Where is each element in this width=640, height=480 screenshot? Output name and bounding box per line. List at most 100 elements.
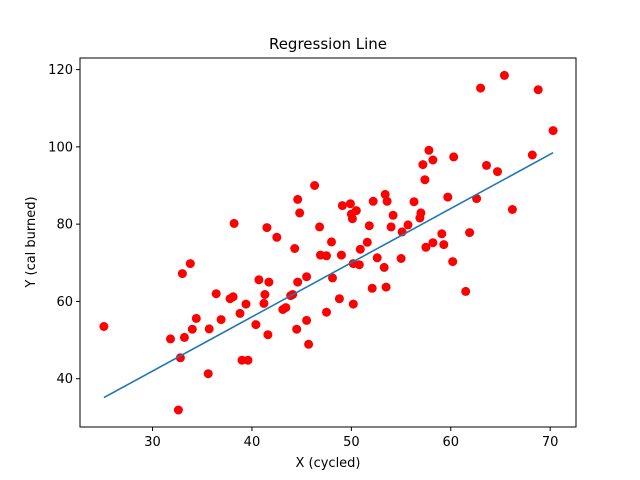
scatter-point bbox=[315, 222, 325, 232]
scatter-point bbox=[216, 315, 226, 325]
scatter-point bbox=[428, 238, 438, 248]
regression-line bbox=[103, 151, 554, 399]
y-tick-label: 80 bbox=[56, 218, 73, 233]
scatter-point bbox=[381, 282, 391, 292]
scatter-point bbox=[166, 334, 175, 344]
scatter-point bbox=[204, 324, 214, 334]
scatter-point bbox=[243, 355, 253, 365]
scatter-point bbox=[362, 237, 372, 247]
scatter-point bbox=[449, 152, 459, 162]
scatter-point bbox=[295, 208, 305, 218]
scatter-point bbox=[499, 70, 509, 80]
y-tick-label: 100 bbox=[48, 140, 73, 155]
scatter-point bbox=[443, 192, 453, 202]
scatter-point bbox=[354, 260, 364, 270]
scatter-point bbox=[290, 244, 300, 253]
y-tick-label: 120 bbox=[48, 63, 73, 78]
scatter-point bbox=[211, 289, 221, 299]
x-tick-label: 40 bbox=[244, 435, 261, 450]
scatter-point bbox=[367, 283, 377, 293]
x-tick-label: 60 bbox=[442, 435, 459, 450]
scatter-point bbox=[260, 290, 270, 299]
scatter-point bbox=[448, 257, 458, 267]
scatter-point bbox=[228, 292, 238, 302]
scatter-point bbox=[322, 251, 331, 261]
scatter-point bbox=[382, 196, 392, 206]
scatter-point bbox=[351, 206, 361, 216]
scatter-point bbox=[235, 308, 245, 318]
scatter-point bbox=[420, 175, 430, 185]
y-axis-title: Y (cal burned) bbox=[24, 196, 39, 288]
y-tick-label: 40 bbox=[56, 372, 73, 387]
scatter-point bbox=[493, 167, 502, 177]
scatter-point bbox=[336, 250, 346, 260]
scatter-point bbox=[272, 232, 282, 242]
scatter-point bbox=[304, 339, 314, 349]
scatter-point bbox=[364, 221, 374, 231]
scatter-point bbox=[185, 259, 195, 269]
y-tick-label: 60 bbox=[56, 295, 73, 310]
scatter-point bbox=[292, 324, 302, 334]
scatter-point bbox=[465, 228, 475, 238]
scatter-point bbox=[348, 299, 358, 309]
scatter-point bbox=[355, 244, 365, 254]
scatter-point bbox=[396, 254, 406, 263]
regression-line-group bbox=[103, 151, 554, 399]
scatter-point bbox=[388, 210, 398, 220]
plot-frame bbox=[79, 57, 577, 428]
scatter-point bbox=[262, 223, 272, 233]
x-tick-label: 50 bbox=[343, 435, 360, 450]
scatter-point bbox=[409, 197, 419, 207]
x-axis: 30 40 50 60 70 bbox=[144, 427, 558, 450]
scatter-point bbox=[327, 237, 336, 247]
scatter-point bbox=[302, 315, 312, 325]
scatter-point bbox=[421, 242, 431, 252]
chart-title: Regression Line bbox=[269, 35, 387, 53]
scatter-point bbox=[203, 369, 213, 379]
scatter-point bbox=[293, 277, 303, 287]
scatter-point bbox=[424, 145, 434, 155]
scatter-point bbox=[372, 253, 382, 263]
scatter-point bbox=[310, 181, 320, 190]
scatter-point bbox=[179, 332, 189, 342]
scatter-point bbox=[322, 307, 331, 317]
scatter-point bbox=[229, 218, 239, 228]
scatter-point bbox=[254, 275, 264, 285]
scatter-point bbox=[264, 277, 274, 287]
scatter-point bbox=[251, 320, 261, 330]
scatter-point bbox=[386, 222, 396, 232]
scatter-point bbox=[379, 262, 389, 272]
scatter-point bbox=[337, 201, 347, 211]
scatter-point bbox=[482, 160, 491, 170]
scatter-point bbox=[416, 208, 426, 218]
scatter-point bbox=[173, 405, 183, 415]
scatter-point bbox=[533, 85, 543, 95]
scatter-point bbox=[368, 196, 378, 206]
scatter-point bbox=[259, 298, 269, 308]
scatter-point bbox=[328, 273, 337, 283]
scatter-point bbox=[187, 324, 197, 334]
scatter-point bbox=[191, 313, 201, 323]
x-tick-label: 70 bbox=[542, 435, 559, 450]
x-tick-label: 30 bbox=[144, 435, 161, 450]
scatter-point bbox=[548, 126, 558, 136]
scatter-point bbox=[527, 150, 537, 160]
scatter-point bbox=[418, 160, 428, 170]
scatter-point bbox=[507, 205, 517, 214]
scatter-point bbox=[437, 229, 447, 239]
scatter-point bbox=[345, 199, 355, 209]
scatter-point bbox=[461, 286, 471, 296]
scatter-point bbox=[439, 240, 449, 250]
scatter-point bbox=[334, 294, 344, 304]
y-axis: 40 60 80 100 120 bbox=[48, 63, 80, 387]
scatter-point bbox=[99, 322, 109, 331]
scatter-point bbox=[263, 330, 273, 340]
scatter-point bbox=[380, 189, 390, 199]
scatter-point bbox=[293, 194, 303, 204]
scatter-point bbox=[476, 83, 486, 93]
scatter-point bbox=[241, 299, 251, 309]
scatter-point bbox=[302, 272, 312, 282]
scatter-point bbox=[281, 303, 291, 313]
scatter-point bbox=[403, 220, 413, 230]
